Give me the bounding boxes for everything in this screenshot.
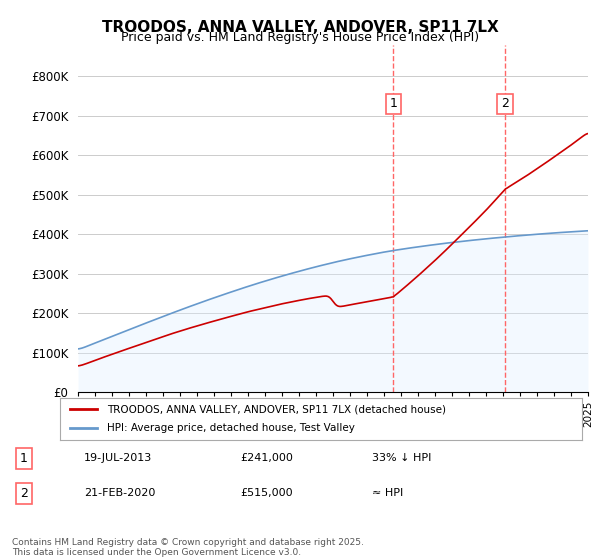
- Text: £515,000: £515,000: [240, 488, 293, 498]
- Text: TROODOS, ANNA VALLEY, ANDOVER, SP11 7LX: TROODOS, ANNA VALLEY, ANDOVER, SP11 7LX: [101, 20, 499, 35]
- Text: 2: 2: [501, 97, 509, 110]
- Text: 33% ↓ HPI: 33% ↓ HPI: [372, 454, 431, 464]
- Text: 1: 1: [20, 452, 28, 465]
- Text: 21-FEB-2020: 21-FEB-2020: [84, 488, 155, 498]
- Text: £241,000: £241,000: [240, 454, 293, 464]
- Text: Contains HM Land Registry data © Crown copyright and database right 2025.
This d: Contains HM Land Registry data © Crown c…: [12, 538, 364, 557]
- Text: 1: 1: [389, 97, 397, 110]
- Text: Price paid vs. HM Land Registry's House Price Index (HPI): Price paid vs. HM Land Registry's House …: [121, 31, 479, 44]
- Text: HPI: Average price, detached house, Test Valley: HPI: Average price, detached house, Test…: [107, 423, 355, 433]
- Text: 19-JUL-2013: 19-JUL-2013: [84, 454, 152, 464]
- Text: ≈ HPI: ≈ HPI: [372, 488, 403, 498]
- Text: TROODOS, ANNA VALLEY, ANDOVER, SP11 7LX (detached house): TROODOS, ANNA VALLEY, ANDOVER, SP11 7LX …: [107, 404, 446, 414]
- Text: 2: 2: [20, 487, 28, 500]
